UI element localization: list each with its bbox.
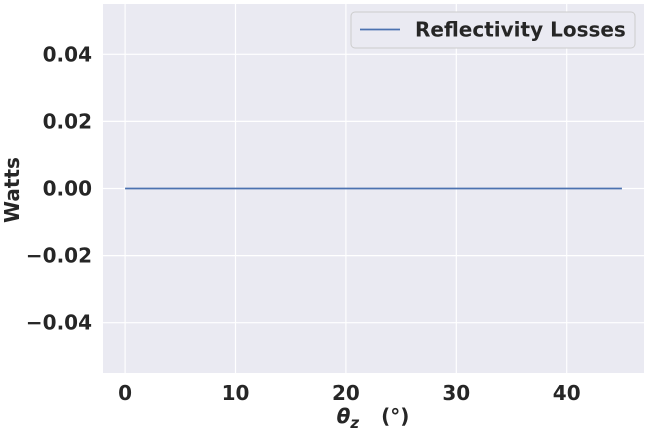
y-tick-labels: −0.04 −0.02 0.00 0.02 0.04 (26, 42, 92, 334)
x-tick-labels: 0 10 20 30 40 (118, 381, 581, 405)
y-tick-label: −0.02 (26, 244, 92, 268)
x-tick-label: 0 (118, 381, 132, 405)
y-tick-label: 0.02 (43, 109, 92, 133)
x-tick-label: 20 (332, 381, 360, 405)
x-tick-label: 10 (222, 381, 250, 405)
x-axis-label-symbol: θ (337, 404, 351, 428)
y-tick-label: −0.04 (26, 311, 92, 335)
legend-frame (350, 11, 636, 49)
legend-label: Reflectivity Losses (415, 18, 626, 42)
legend: Reflectivity Losses (350, 11, 636, 49)
y-tick-label: 0.00 (43, 177, 92, 201)
y-axis-label: Watts (0, 157, 24, 223)
x-axis-label: θz (°) (337, 404, 410, 432)
x-axis-label-subscript: z (349, 414, 359, 432)
x-axis-label-unit: (°) (381, 404, 409, 428)
x-tick-label: 30 (442, 381, 470, 405)
x-tick-label: 40 (553, 381, 581, 405)
y-tick-label: 0.04 (43, 42, 92, 66)
